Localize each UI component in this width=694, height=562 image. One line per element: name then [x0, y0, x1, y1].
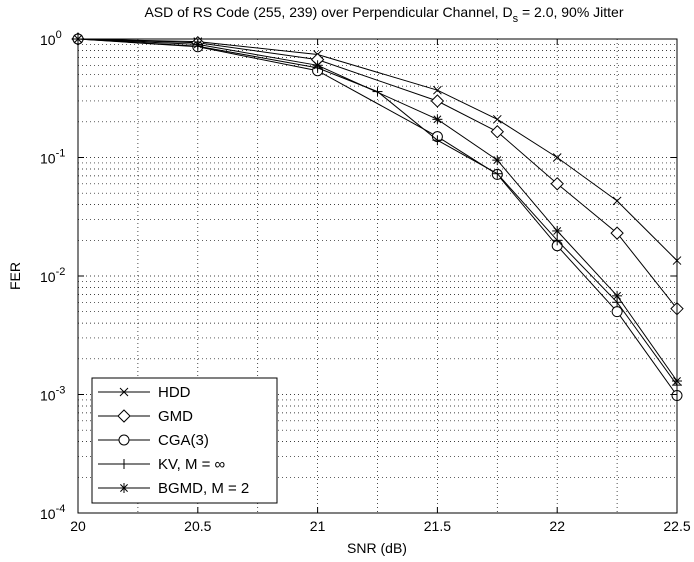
chart-title-subscript: s — [513, 13, 519, 25]
data-point-marker — [119, 459, 129, 469]
data-point-marker — [432, 135, 443, 146]
data-point-marker — [612, 290, 623, 301]
data-point-marker — [372, 86, 383, 97]
data-point-marker — [430, 94, 445, 108]
x-tick-labels: 20 20.5 21 21.5 22 22.5 — [70, 518, 691, 534]
x-tick-label: 20 — [70, 518, 86, 534]
legend-label: HDD — [158, 384, 191, 401]
data-point-marker — [552, 235, 563, 246]
y-axis-label: FER — [7, 262, 23, 290]
y-tick-label: 10-4 — [40, 503, 65, 522]
data-point-marker — [552, 225, 563, 236]
x-tick-label: 21 — [310, 518, 326, 534]
data-point-marker — [119, 483, 129, 493]
y-tick-labels: 100 10-1 10-2 10-3 10-4 — [40, 29, 65, 522]
series-line — [77, 38, 678, 382]
y-tick-label: 100 — [40, 29, 62, 48]
x-tick-label: 21.5 — [424, 518, 451, 534]
legend-label: KV, M = ∞ — [158, 456, 226, 473]
data-point-marker — [492, 114, 502, 124]
data-point-marker — [492, 155, 503, 166]
data-point-marker — [612, 196, 622, 206]
x-tick-label: 22.5 — [663, 518, 690, 534]
data-point-marker — [492, 168, 503, 179]
legend-label: CGA(3) — [158, 432, 209, 449]
x-tick-label: 20.5 — [184, 518, 211, 534]
chart-title: ASD of RS Code (255, 239) over Perpendic… — [144, 4, 623, 25]
series-line — [77, 38, 678, 396]
data-point-marker — [610, 226, 624, 240]
data-point-marker — [433, 85, 442, 95]
legend: HDD GMD CGA(3) KV, M = ∞ BGMD, M = 2 — [91, 377, 278, 504]
y-tick-label: 10-3 — [40, 385, 65, 404]
data-point-marker — [432, 114, 443, 125]
series-line — [77, 38, 678, 310]
data-point-marker — [118, 434, 130, 446]
y-tick-label: 10-2 — [40, 266, 65, 285]
y-tick-label: 10-1 — [40, 148, 65, 167]
data-point-marker — [611, 306, 623, 318]
x-tick-label: 22 — [549, 518, 565, 534]
grid-lines — [78, 39, 677, 513]
series-line — [77, 38, 678, 261]
data-point-marker — [490, 125, 505, 139]
data-point-marker — [117, 409, 131, 423]
legend-label: BGMD, M = 2 — [158, 480, 249, 497]
data-point-marker — [550, 177, 564, 191]
data-point-marker — [552, 153, 562, 162]
chart-title-tail: = 2.0, 90% Jitter — [518, 4, 624, 20]
data-point-marker — [312, 60, 323, 71]
legend-label: GMD — [158, 408, 193, 425]
x-axis-label: SNR (dB) — [347, 540, 407, 556]
data-point-marker — [119, 387, 129, 397]
axis-ticks — [77, 38, 678, 514]
